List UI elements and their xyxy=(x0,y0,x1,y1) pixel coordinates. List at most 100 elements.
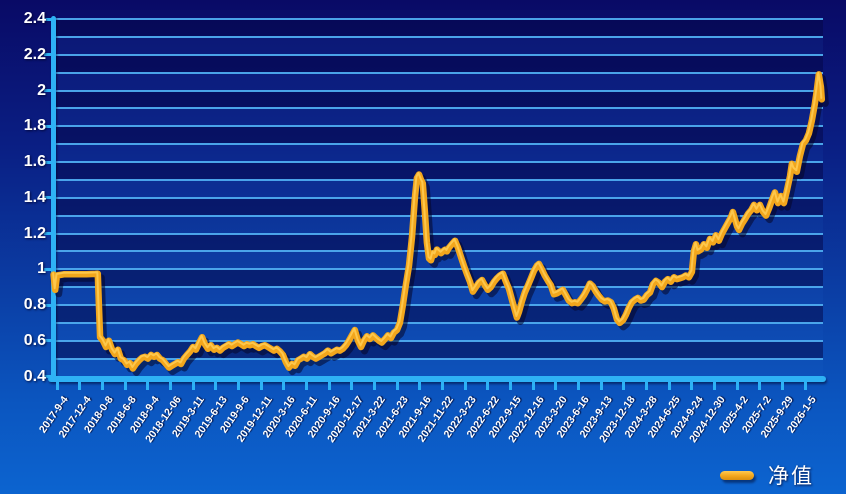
gridline xyxy=(56,89,823,92)
x-axis-tick xyxy=(123,381,127,390)
x-axis-tick xyxy=(508,381,512,390)
gridline xyxy=(56,107,823,110)
x-axis-tick xyxy=(440,381,444,390)
legend-line-marker xyxy=(720,470,754,480)
y-axis-tick xyxy=(44,17,53,21)
x-axis-tick xyxy=(78,381,82,390)
plot-band xyxy=(56,144,823,162)
x-axis-tick xyxy=(803,381,807,390)
y-axis-tick xyxy=(44,267,53,271)
x-axis-tick xyxy=(554,381,558,390)
plot-band xyxy=(56,36,823,55)
gridline xyxy=(56,71,823,74)
x-axis-tick xyxy=(667,381,671,390)
y-axis-label: 1.6 xyxy=(23,153,46,170)
x-axis-tick xyxy=(531,381,535,390)
x-axis-tick xyxy=(327,381,331,390)
gridline xyxy=(56,18,823,20)
x-axis-tick xyxy=(100,381,104,390)
plot-band xyxy=(56,197,823,216)
netvalue-line-highlight xyxy=(52,71,823,368)
x-axis-tick xyxy=(259,381,263,390)
gridline xyxy=(56,214,823,217)
y-axis-label: 2.2 xyxy=(23,45,46,63)
gridline xyxy=(56,161,823,163)
gridline xyxy=(56,53,823,56)
x-axis-tick xyxy=(599,381,603,390)
plot-band xyxy=(56,233,823,252)
netvalue-line-shadow xyxy=(53,74,829,376)
gridline xyxy=(56,196,823,199)
x-axis-tick xyxy=(690,381,694,390)
y-axis-tick xyxy=(44,53,53,57)
gridline xyxy=(56,125,823,128)
y-axis-label: 1.2 xyxy=(23,224,46,242)
x-axis-tick xyxy=(780,381,784,390)
x-axis-tick xyxy=(463,381,467,390)
plot-band xyxy=(56,108,823,127)
plot-band xyxy=(56,322,823,341)
y-axis-label: 2 xyxy=(37,81,46,99)
x-axis-tick xyxy=(191,381,195,390)
x-axis-tick xyxy=(350,381,354,390)
plot-band xyxy=(56,179,823,198)
x-axis-tick xyxy=(622,381,626,390)
gridline xyxy=(56,304,823,306)
y-axis-tick xyxy=(44,160,53,164)
plot-band xyxy=(56,72,823,91)
gridline xyxy=(56,321,823,324)
x-axis-tick xyxy=(55,381,59,390)
x-axis-tick xyxy=(418,381,422,390)
y-axis-label: 1 xyxy=(37,260,46,278)
gridline xyxy=(56,232,823,235)
y-axis-label: 0.6 xyxy=(23,331,46,349)
plot-band xyxy=(56,269,823,288)
x-axis-tick xyxy=(168,381,172,390)
y-axis-label: 1.8 xyxy=(23,117,46,135)
gridline xyxy=(56,357,823,360)
y-axis-tick xyxy=(44,89,53,92)
plot-band xyxy=(56,19,823,37)
x-axis-tick xyxy=(712,381,716,390)
plot-band xyxy=(56,358,823,377)
x-axis-tick xyxy=(486,381,490,390)
legend-label: 净值 xyxy=(768,465,814,488)
y-axis-tick xyxy=(44,232,53,235)
gridline xyxy=(56,286,823,289)
x-axis-tick xyxy=(372,381,376,390)
x-axis-tick xyxy=(735,381,739,390)
y-axis-label: 2.4 xyxy=(23,10,46,27)
legend: 净值 xyxy=(720,458,840,492)
gridline xyxy=(56,339,823,342)
x-axis-tick xyxy=(395,381,399,390)
gridline xyxy=(56,178,823,181)
gridline xyxy=(56,35,823,38)
x-axis-tick xyxy=(758,381,762,390)
x-axis-tick xyxy=(644,381,648,390)
x-axis-tick xyxy=(576,381,580,390)
y-axis-tick xyxy=(44,303,53,307)
y-axis-tick xyxy=(44,124,53,128)
plot-band xyxy=(56,54,823,73)
gridline xyxy=(56,268,823,271)
plot-band xyxy=(56,126,823,145)
x-axis-tick xyxy=(236,381,240,390)
y-axis-line xyxy=(51,16,56,380)
x-axis-tick xyxy=(282,381,286,390)
x-axis-tick xyxy=(304,381,308,390)
y-axis-tick xyxy=(44,196,53,200)
x-axis-tick xyxy=(146,381,150,390)
y-axis-label: 0.4 xyxy=(23,367,46,385)
y-axis-tick xyxy=(44,375,53,378)
plot-band xyxy=(56,215,823,234)
plot-band xyxy=(56,90,823,109)
netvalue-line xyxy=(50,71,826,372)
y-axis-label: 1.4 xyxy=(23,188,46,206)
plot-band xyxy=(56,162,823,180)
x-axis-tick xyxy=(214,381,218,390)
y-axis-label: 0.8 xyxy=(23,296,46,313)
y-axis-tick xyxy=(44,339,53,343)
gridline xyxy=(56,143,823,146)
